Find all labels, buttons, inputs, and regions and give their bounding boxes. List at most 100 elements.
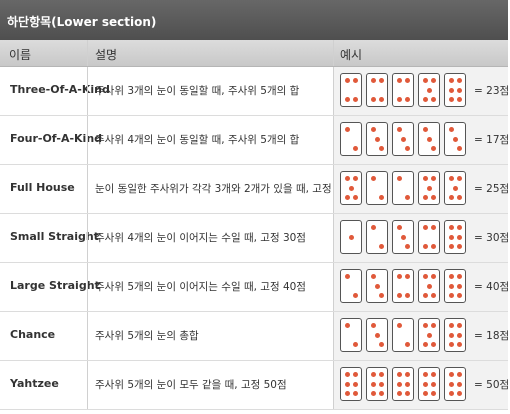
die-pip — [422, 381, 428, 387]
die-pip — [400, 234, 406, 240]
die-pip — [448, 97, 454, 103]
example-cell: = 30점 — [333, 214, 509, 262]
die-face-6 — [444, 220, 466, 254]
row-score: = 18점 — [474, 330, 510, 342]
row-name: Chance — [10, 328, 56, 341]
header-desc: 설명 — [95, 48, 118, 62]
die-pip — [430, 195, 436, 201]
die-pip — [348, 234, 354, 240]
die-pip — [422, 126, 428, 132]
die-face-4 — [366, 73, 388, 107]
row-description: 주사위 5개의 눈이 모두 같을 때, 고정 50점 — [95, 379, 287, 391]
die-face-6 — [392, 367, 414, 401]
die-pip — [396, 175, 402, 181]
die-pip — [370, 273, 376, 279]
die-pip — [344, 273, 350, 279]
die-pip — [430, 273, 436, 279]
die-pip — [396, 293, 402, 299]
row-name: Full House — [10, 181, 75, 194]
table-title: 하단항목(Lower section) — [0, 0, 508, 40]
die-pip — [456, 146, 462, 152]
die-pip — [396, 97, 402, 103]
table-row: Yahtzee 주사위 5개의 눈이 모두 같을 때, 고정 50점 = 50점 — [0, 361, 509, 410]
die-face-2 — [366, 171, 388, 205]
die-pip — [456, 381, 462, 387]
die-pip — [344, 391, 350, 397]
row-name: Small Straight — [10, 230, 99, 243]
example-cell: = 17점 — [333, 116, 509, 164]
die-face-3 — [366, 318, 388, 352]
die-pip — [344, 77, 350, 83]
die-pip — [456, 342, 462, 348]
die-pip — [374, 283, 380, 289]
die-pip — [378, 293, 384, 299]
die-pip — [448, 322, 454, 328]
die-face-4 — [418, 220, 440, 254]
die-face-6 — [444, 269, 466, 303]
die-pip — [352, 381, 358, 387]
die-pip — [378, 342, 384, 348]
table-row: Four-Of-A-Kind 주사위 4개의 눈이 동일할 때, 주사위 5개의 … — [0, 116, 509, 165]
die-pip — [430, 293, 436, 299]
die-pip — [378, 371, 384, 377]
die-pip — [430, 77, 436, 83]
row-score: = 40점 — [474, 281, 510, 293]
die-pip — [430, 342, 436, 348]
die-pip — [448, 234, 454, 240]
table-header-row: 이름 설명 예시 — [0, 40, 508, 67]
die-pip — [448, 87, 454, 93]
die-face-5 — [418, 171, 440, 205]
die-pip — [352, 146, 358, 152]
die-pip — [456, 224, 462, 230]
die-pip — [422, 391, 428, 397]
die-pip — [370, 381, 376, 387]
die-pip — [456, 87, 462, 93]
die-pip — [344, 97, 350, 103]
die-pip — [370, 175, 376, 181]
die-face-4 — [392, 73, 414, 107]
row-score: = 23점 — [474, 85, 510, 97]
die-pip — [422, 224, 428, 230]
die-pip — [400, 136, 406, 142]
example-cell: = 25점 — [333, 165, 509, 213]
die-pip — [378, 77, 384, 83]
row-description: 주사위 4개의 눈이 이어지는 수일 때, 고정 30점 — [95, 232, 306, 244]
die-pip — [448, 224, 454, 230]
die-face-3 — [392, 220, 414, 254]
die-pip — [370, 97, 376, 103]
die-face-1 — [340, 220, 362, 254]
die-pip — [344, 175, 350, 181]
die-face-5 — [444, 171, 466, 205]
die-pip — [352, 391, 358, 397]
die-pip — [448, 244, 454, 250]
die-face-6 — [444, 73, 466, 107]
die-pip — [404, 293, 410, 299]
die-pip — [448, 77, 454, 83]
die-pip — [348, 185, 354, 191]
die-pip — [430, 391, 436, 397]
die-pip — [344, 195, 350, 201]
die-pip — [378, 381, 384, 387]
die-pip — [448, 175, 454, 181]
die-pip — [456, 244, 462, 250]
die-pip — [448, 283, 454, 289]
table-row: Large Straight 주사위 5개의 눈이 이어지는 수일 때, 고정 4… — [0, 263, 510, 312]
die-pip — [404, 273, 410, 279]
die-pip — [456, 175, 462, 181]
row-description: 주사위 3개의 눈이 동일할 때, 주사위 5개의 합 — [95, 85, 300, 97]
die-pip — [422, 97, 428, 103]
die-pip — [404, 381, 410, 387]
example-cell: = 18점 — [333, 312, 510, 360]
example-cell: = 50점 — [333, 361, 509, 409]
die-pip — [378, 244, 384, 250]
die-face-3 — [366, 122, 388, 156]
die-pip — [448, 381, 454, 387]
die-pip — [456, 332, 462, 338]
die-pip — [404, 146, 410, 152]
die-pip — [370, 224, 376, 230]
die-pip — [396, 273, 402, 279]
die-face-6 — [418, 367, 440, 401]
die-pip — [378, 97, 384, 103]
die-pip — [404, 342, 410, 348]
die-pip — [448, 342, 454, 348]
